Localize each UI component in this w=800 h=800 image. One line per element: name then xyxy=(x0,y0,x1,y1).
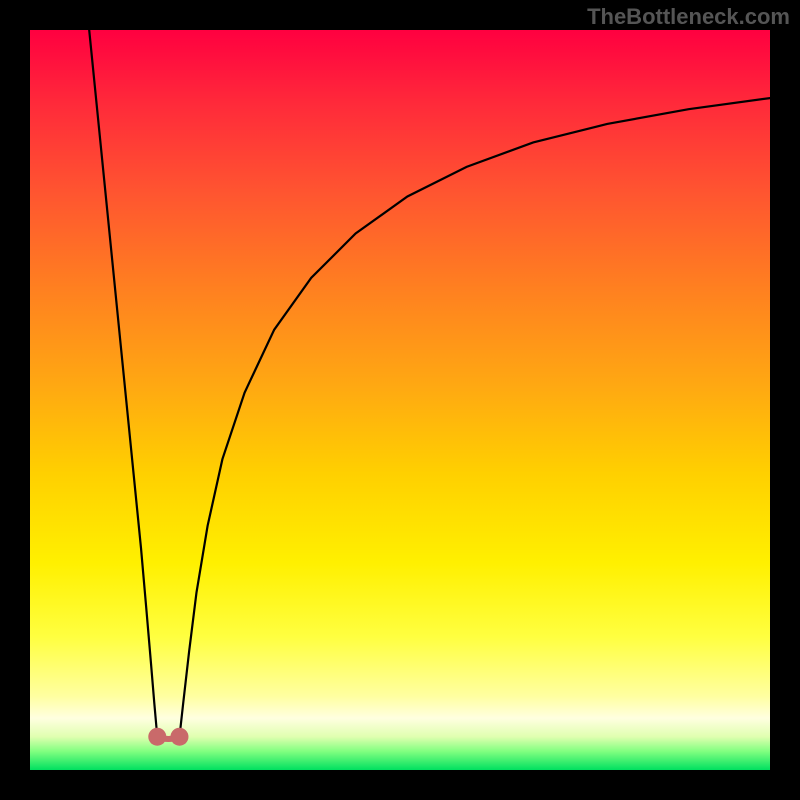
right-curve xyxy=(179,98,770,737)
plot-area xyxy=(30,30,770,770)
left-curve xyxy=(89,30,157,737)
valley-marker-0 xyxy=(148,728,166,746)
curve-layer xyxy=(30,30,770,770)
chart-frame: TheBottleneck.com xyxy=(0,0,800,800)
watermark-text: TheBottleneck.com xyxy=(587,4,790,30)
valley-marker-1 xyxy=(170,728,188,746)
